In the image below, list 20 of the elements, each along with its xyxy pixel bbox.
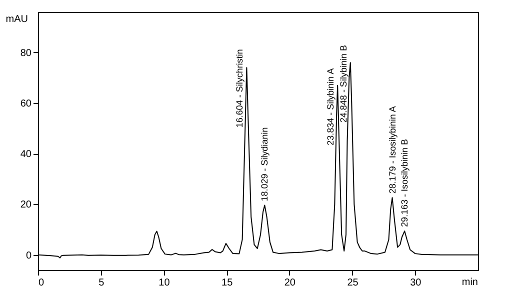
- x-tick-label: 10: [158, 278, 170, 288]
- annotation: 29.163 - Isosilybinin B: [400, 138, 410, 228]
- y-tick-label: 0: [26, 250, 32, 262]
- y-tick-label: 80: [20, 48, 32, 59]
- x-tick-label: 5: [98, 278, 105, 288]
- x-tick-label: 30: [410, 278, 422, 288]
- y-tick-label: 60: [20, 98, 32, 110]
- annotation: 24.848 - Silybinin B: [338, 45, 348, 123]
- x-tick-label: 20: [284, 278, 296, 288]
- x-axis-title: min: [462, 277, 478, 288]
- annotation: 23.834 - Silybinin A: [326, 68, 336, 146]
- annotation: 18.029 - Silydianin: [260, 127, 270, 202]
- annotation: 16.604 - Silychristin: [234, 49, 245, 128]
- x-tick-label: 0: [38, 278, 44, 288]
- y-tick-label: 40: [20, 149, 32, 160]
- x-tick-label: 25: [347, 278, 359, 288]
- x-tick-label: 15: [222, 278, 234, 288]
- y-tick-label: 20: [20, 200, 32, 211]
- y-axis-title: mAU: [6, 14, 28, 25]
- annotation: 28.179 - Isosilybinin A: [387, 106, 398, 194]
